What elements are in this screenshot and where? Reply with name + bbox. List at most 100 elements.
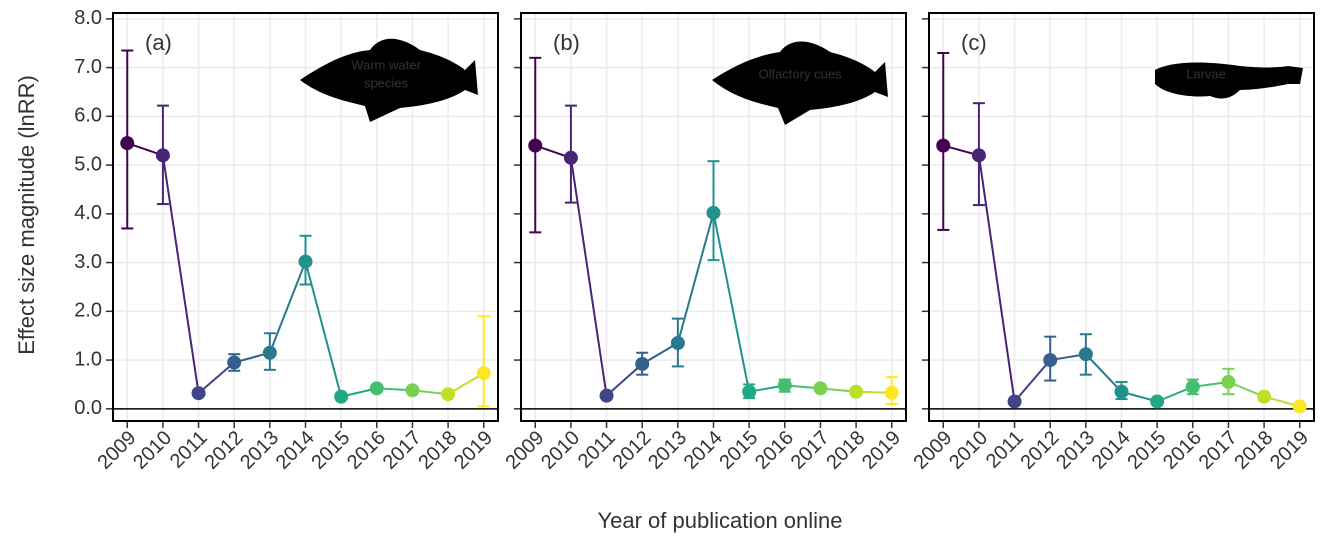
panel-border bbox=[112, 12, 499, 422]
point bbox=[742, 384, 757, 399]
point bbox=[155, 148, 170, 163]
line-segment bbox=[161, 155, 200, 394]
x-tick-label: 2018 bbox=[1230, 427, 1277, 474]
point bbox=[1150, 394, 1165, 409]
panel-label: (a) bbox=[145, 30, 172, 55]
x-tick-label: 2018 bbox=[414, 427, 461, 474]
point bbox=[227, 355, 242, 370]
y-tick-label: 2.0 bbox=[74, 300, 102, 322]
x-tick-label: 2018 bbox=[822, 427, 869, 474]
x-tick-label: 2013 bbox=[644, 427, 691, 474]
point bbox=[1185, 379, 1200, 394]
error-bar bbox=[477, 315, 490, 408]
point bbox=[599, 388, 614, 403]
panel-border bbox=[520, 12, 907, 422]
point bbox=[298, 254, 313, 269]
point bbox=[563, 150, 578, 165]
x-tick-label: 2014 bbox=[272, 427, 319, 474]
annotation: Warm water bbox=[351, 57, 421, 72]
panel-border bbox=[928, 12, 1315, 422]
x-tick-label: 2016 bbox=[751, 427, 798, 474]
x-tick-label: 2009 bbox=[94, 427, 141, 474]
point bbox=[813, 381, 828, 396]
point bbox=[1114, 384, 1129, 399]
y-tick-label: 3.0 bbox=[74, 251, 102, 273]
point bbox=[971, 148, 986, 163]
point bbox=[334, 389, 349, 404]
x-tick-label: 2016 bbox=[1159, 427, 1206, 474]
line-segment bbox=[197, 361, 235, 394]
point bbox=[120, 136, 135, 151]
point bbox=[706, 205, 721, 220]
line-segment bbox=[676, 212, 715, 344]
y-axis-label: Effect size magnitude (lnRR) bbox=[14, 75, 39, 355]
line-segment bbox=[1013, 359, 1051, 403]
line-segment bbox=[304, 261, 343, 397]
y-tick-label: 8.0 bbox=[74, 7, 102, 29]
x-tick-label: 2016 bbox=[343, 427, 390, 474]
y-tick-label: 4.0 bbox=[74, 202, 102, 224]
point bbox=[1292, 399, 1307, 414]
line-segment bbox=[977, 155, 1016, 402]
point bbox=[936, 138, 951, 153]
x-tick-label: 2011 bbox=[574, 427, 620, 473]
x-tick-label: 2009 bbox=[502, 427, 549, 474]
annotation: Larvae bbox=[1186, 66, 1226, 81]
fish-silhouette bbox=[300, 38, 478, 122]
point bbox=[191, 386, 206, 401]
x-tick-label: 2019 bbox=[450, 427, 497, 474]
x-tick-label: 2017 bbox=[1195, 427, 1242, 474]
x-tick-label: 2014 bbox=[1088, 427, 1135, 474]
x-tick-label: 2014 bbox=[680, 427, 727, 474]
point bbox=[369, 381, 384, 396]
annotation: species bbox=[364, 75, 409, 90]
point bbox=[262, 345, 277, 360]
point bbox=[1221, 375, 1236, 390]
point bbox=[635, 356, 650, 371]
x-tick-label: 2010 bbox=[537, 427, 584, 474]
x-tick-label: 2013 bbox=[236, 427, 283, 474]
line-segment bbox=[569, 157, 608, 396]
x-tick-label: 2015 bbox=[715, 427, 762, 474]
y-tick-label: 1.0 bbox=[74, 348, 102, 370]
point bbox=[441, 387, 456, 402]
x-tick-label: 2012 bbox=[1016, 427, 1063, 474]
x-tick-label: 2010 bbox=[945, 427, 992, 474]
x-tick-label: 2017 bbox=[379, 427, 426, 474]
point bbox=[476, 366, 491, 381]
x-tick-label: 2015 bbox=[1123, 427, 1170, 474]
point bbox=[849, 384, 864, 399]
point bbox=[884, 385, 899, 400]
line-segment bbox=[605, 363, 643, 397]
panel-label: (c) bbox=[961, 30, 987, 55]
fish-silhouette bbox=[1155, 62, 1303, 99]
annotation: Olfactory cues bbox=[758, 66, 842, 81]
x-tick-label: 2012 bbox=[200, 427, 247, 474]
point bbox=[1257, 389, 1272, 404]
x-tick-label: 2010 bbox=[129, 427, 176, 474]
point bbox=[1007, 394, 1022, 409]
y-tick-label: 0.0 bbox=[74, 397, 102, 419]
x-tick-label: 2015 bbox=[307, 427, 354, 474]
panel-label: (b) bbox=[553, 30, 580, 55]
x-tick-label: 2011 bbox=[982, 427, 1028, 473]
line-segment bbox=[712, 212, 751, 392]
point bbox=[528, 138, 543, 153]
y-tick-label: 5.0 bbox=[74, 153, 102, 175]
point bbox=[670, 336, 685, 351]
x-tick-label: 2013 bbox=[1052, 427, 1099, 474]
y-tick-label: 7.0 bbox=[74, 56, 102, 78]
point bbox=[1043, 353, 1058, 368]
line-segment bbox=[1085, 353, 1123, 393]
x-axis-label: Year of publication online bbox=[597, 508, 842, 533]
x-tick-label: 2019 bbox=[858, 427, 905, 474]
point bbox=[405, 383, 420, 398]
x-tick-label: 2009 bbox=[910, 427, 957, 474]
y-tick-label: 6.0 bbox=[74, 105, 102, 127]
x-tick-label: 2011 bbox=[166, 427, 212, 473]
line-segment bbox=[268, 261, 307, 354]
point bbox=[1078, 347, 1093, 362]
x-tick-label: 2012 bbox=[608, 427, 655, 474]
fish-silhouette bbox=[712, 41, 888, 125]
